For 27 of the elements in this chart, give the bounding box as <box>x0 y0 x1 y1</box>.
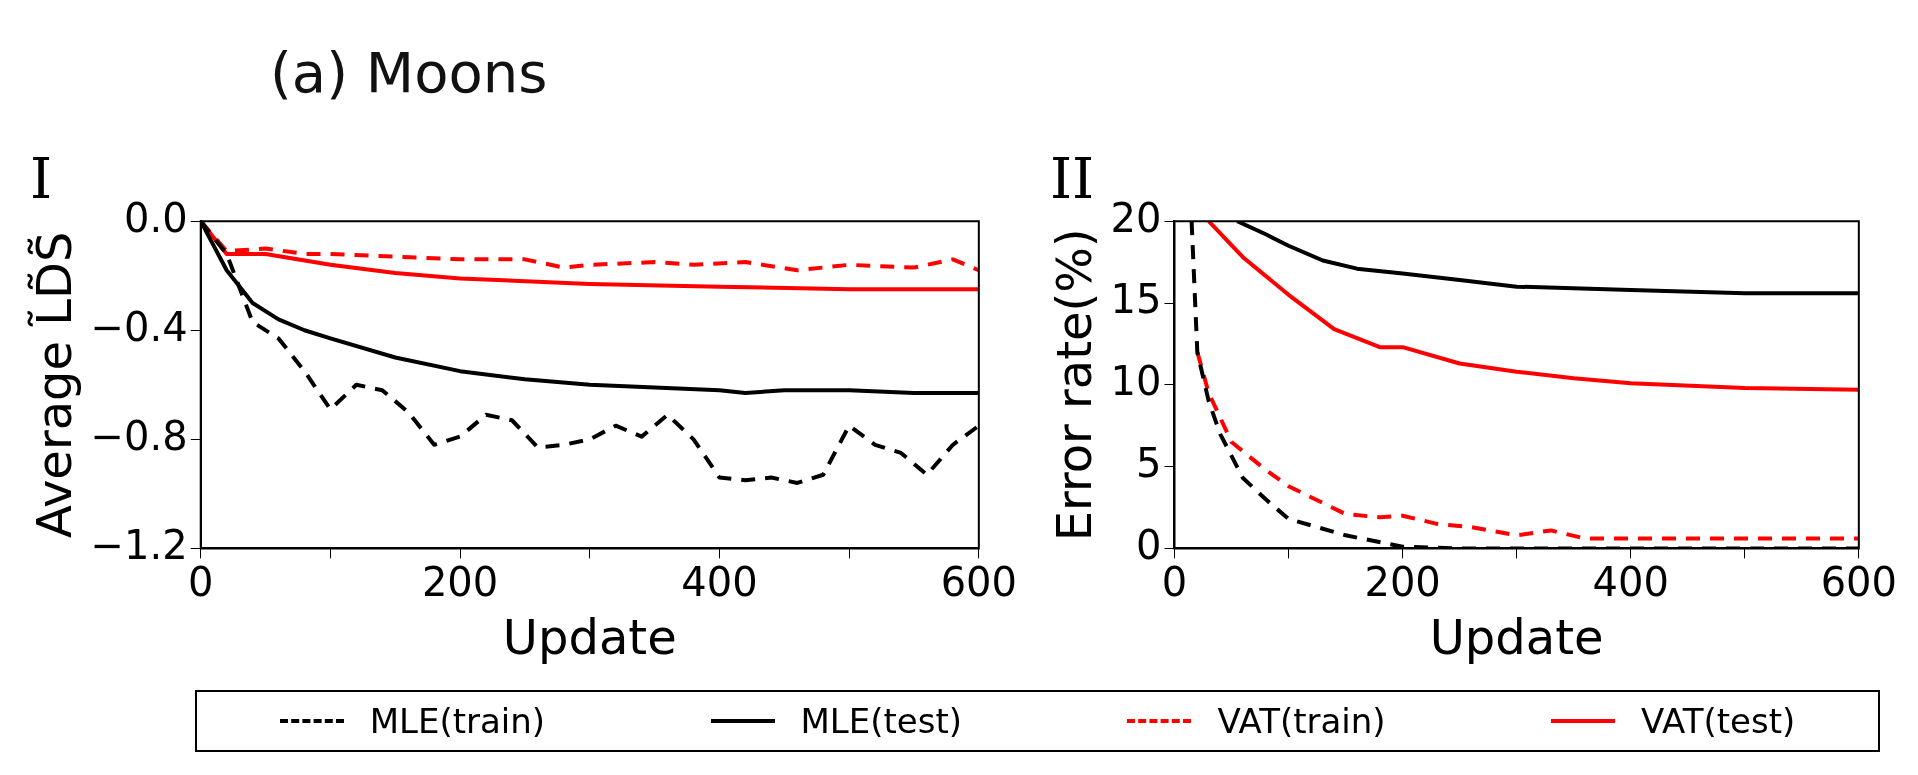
x-tick-label: 600 <box>940 558 1018 605</box>
y-tick-label: 0 <box>1136 521 1162 568</box>
chart-title: II <box>1050 146 1095 212</box>
y-tick-label: −1.2 <box>90 521 188 568</box>
legend-label: VAT(test) <box>1640 701 1796 741</box>
x-tick-label: 400 <box>1592 558 1669 605</box>
y-tick-label: 5 <box>1136 439 1162 486</box>
x-tick-label: 200 <box>1364 558 1441 605</box>
x-tick-label: 400 <box>681 558 758 605</box>
y-tick-label: 15 <box>1110 276 1162 323</box>
chart-title: I <box>30 146 53 212</box>
y-tick-label: 10 <box>1110 358 1162 405</box>
x-tick-label: 600 <box>1820 558 1898 605</box>
y-tick-label: 20 <box>1110 194 1162 241</box>
y-tick-label: −0.8 <box>90 412 188 459</box>
legend-label: VAT(train) <box>1217 701 1386 741</box>
y-axis-title: Error rate(%) <box>1046 228 1103 542</box>
x-tick-label: 200 <box>421 558 499 605</box>
x-axis-title: Update <box>502 608 677 665</box>
x-axis-title: Update <box>1429 608 1604 665</box>
legend-label: MLE(test) <box>800 701 963 741</box>
text: (a) Moons <box>270 40 548 105</box>
line-series <box>1195 350 1859 541</box>
legend-label: MLE(train) <box>369 701 546 741</box>
y-tick-label: 0.0 <box>124 194 188 241</box>
y-tick-label: −0.4 <box>90 303 188 350</box>
y-axis-title: Average L̃D̃S̃ <box>26 231 83 539</box>
